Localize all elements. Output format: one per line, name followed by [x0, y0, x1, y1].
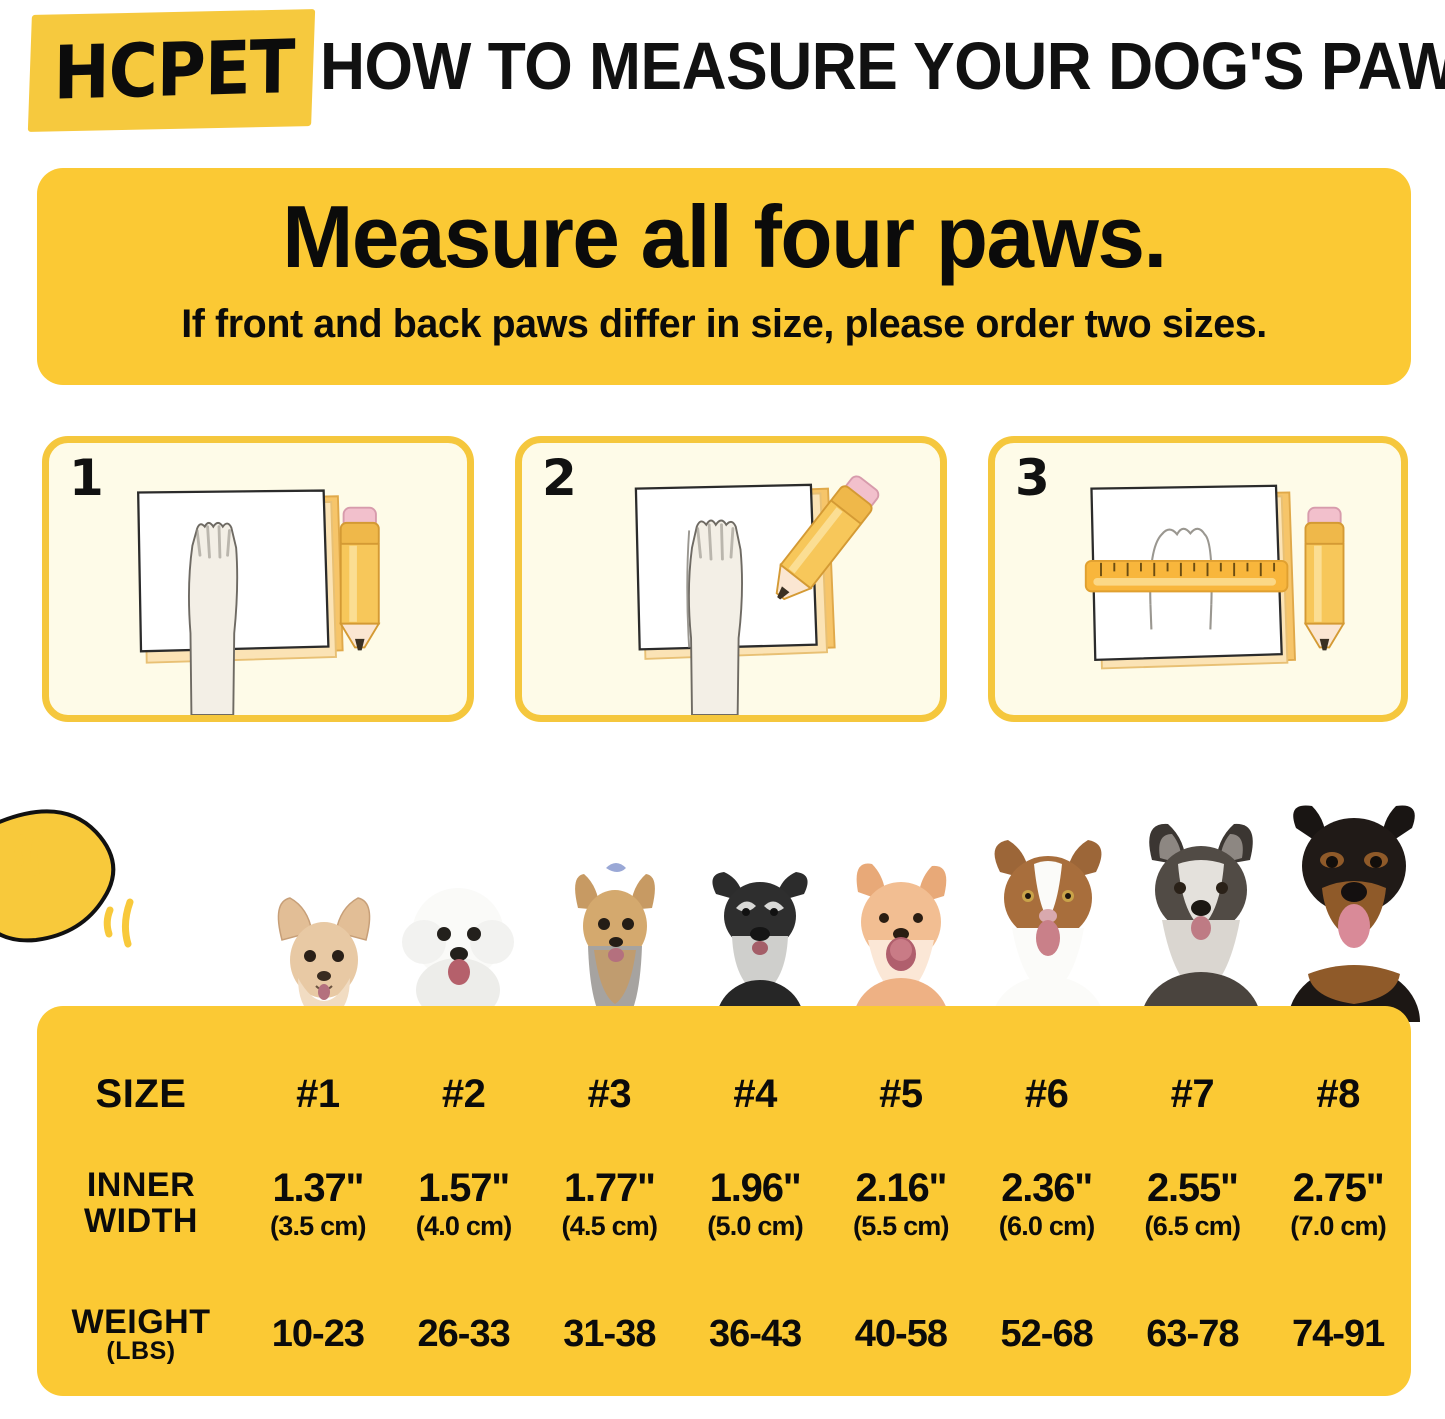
inner-width-cm: (6.0 cm) — [998, 1211, 1095, 1242]
page-header: HCPET HOW TO MEASURE YOUR DOG'S PAWS — [0, 0, 1445, 150]
inner-width-line1: INNER — [86, 1166, 196, 1205]
page-title: HOW TO MEASURE YOUR DOG'S PAWS — [320, 28, 1445, 104]
hero-subtitle: If front and back paws differ in size, p… — [181, 302, 1267, 346]
hero-title: Measure all four paws. — [282, 187, 1167, 286]
inner-width-inch: 2.36" — [1001, 1165, 1093, 1210]
inner-width-line2: WIDTH — [84, 1202, 198, 1240]
table-cell-size: #2 — [441, 1071, 486, 1116]
weight-cells: 10-23 26-33 31-38 36-43 40-58 52-68 63-7… — [245, 1313, 1411, 1356]
inner-width-cm: (5.0 cm) — [707, 1211, 803, 1242]
table-row-inner-width: INNER WIDTH 1.37" (3.5 cm) 1.57" (4.0 cm… — [37, 1154, 1411, 1254]
row-label-weight: WEIGHT (LBS) — [37, 1305, 245, 1364]
inner-width-inch: 2.55" — [1146, 1165, 1239, 1210]
inner-width-inch: 1.37" — [272, 1165, 364, 1210]
table-cell-size: #7 — [1170, 1071, 1215, 1116]
step-card-3: 3 — [988, 436, 1408, 722]
dog-rottweiler — [1288, 805, 1420, 1022]
inner-width-cm: (3.5 cm) — [270, 1211, 366, 1242]
table-cell-size: #1 — [296, 1071, 340, 1116]
weight-label-main: WEIGHT — [71, 1302, 211, 1341]
step-number-2: 2 — [542, 449, 577, 507]
table-cell-inner-width: 1.37" (3.5 cm) — [245, 1165, 391, 1242]
table-cell-inner-width: 1.96" (5.0 cm) — [682, 1165, 828, 1242]
table-row-weight: WEIGHT (LBS) 10-23 26-33 31-38 36-43 40-… — [37, 1296, 1411, 1372]
inner-width-cm: (4.0 cm) — [415, 1211, 512, 1242]
table-cell-weight: 31-38 — [563, 1312, 656, 1355]
row-label-size: SIZE — [95, 1071, 187, 1116]
table-cell-weight: 36-43 — [709, 1312, 802, 1355]
hero-banner: Measure all four paws. If front and back… — [37, 168, 1411, 385]
table-cell-weight: 74-91 — [1292, 1312, 1385, 1355]
inner-width-cells: 1.37" (3.5 cm) 1.57" (4.0 cm) 1.77" (4.5… — [245, 1165, 1411, 1242]
inner-width-cm: (4.5 cm) — [561, 1211, 658, 1242]
inner-width-inch: 1.57" — [418, 1165, 510, 1210]
step-card-1: 1 — [42, 436, 474, 722]
size-chart-table: SIZE #1 #2 #3 #4 #5 #6 #7 #8 INNER WIDTH… — [37, 1006, 1411, 1396]
dog-shiba-inu — [853, 863, 949, 1022]
table-cell-inner-width: 2.55" (6.5 cm) — [1120, 1165, 1266, 1242]
inner-width-cm: (6.5 cm) — [1144, 1211, 1241, 1242]
table-cell-size: #8 — [1316, 1071, 1360, 1116]
inner-width-inch: 1.96" — [709, 1165, 802, 1210]
brand-logo-text: HCPET — [53, 23, 295, 117]
dog-chihuahua — [277, 897, 371, 1022]
inner-width-cm: (5.5 cm) — [853, 1211, 949, 1242]
paw-on-paper-with-pencil-icon — [137, 489, 381, 715]
table-cell-weight: 26-33 — [417, 1312, 511, 1355]
inner-width-inch: 2.75" — [1292, 1165, 1385, 1210]
table-cell-size: #3 — [587, 1071, 632, 1116]
inner-width-inch: 2.16" — [855, 1165, 947, 1210]
dog-bichon-frise — [402, 888, 514, 1022]
weight-label-unit: (LBS) — [106, 1336, 176, 1365]
table-cell-weight: 52-68 — [1000, 1312, 1094, 1355]
dog-breeds-strip — [0, 760, 1445, 1022]
ruler-measuring-outline-icon — [1084, 484, 1346, 670]
table-cell-inner-width: 2.36" (6.0 cm) — [974, 1165, 1120, 1242]
table-cell-inner-width: 2.16" (5.5 cm) — [828, 1165, 974, 1242]
step-number-3: 3 — [1015, 449, 1050, 507]
table-cell-weight: 10-23 — [271, 1312, 365, 1355]
size-cells: #1 #2 #3 #4 #5 #6 #7 #8 — [245, 1072, 1411, 1117]
pencil-tracing-paw-icon — [634, 475, 880, 715]
table-cell-inner-width: 2.75" (7.0 cm) — [1265, 1165, 1411, 1242]
table-cell-inner-width: 1.57" (4.0 cm) — [391, 1165, 537, 1242]
dog-schnauzer — [712, 872, 808, 1022]
table-row-size: SIZE #1 #2 #3 #4 #5 #6 #7 #8 — [37, 1062, 1411, 1126]
table-cell-size: #5 — [879, 1071, 923, 1116]
table-cell-inner-width: 1.77" (4.5 cm) — [537, 1165, 683, 1242]
table-cell-weight: 40-58 — [854, 1312, 948, 1355]
step-card-2: 2 — [515, 436, 947, 722]
table-cell-size: #6 — [1024, 1071, 1069, 1116]
dog-border-collie — [992, 840, 1104, 1022]
table-cell-size: #4 — [733, 1071, 777, 1116]
row-label-inner-width: INNER WIDTH — [37, 1168, 245, 1239]
inner-width-cm: (7.0 cm) — [1290, 1211, 1386, 1242]
decorative-blob-icon — [0, 809, 134, 948]
table-cell-weight: 63-78 — [1146, 1312, 1239, 1355]
step-number-1: 1 — [69, 449, 104, 507]
dog-alaskan-malamute — [1141, 823, 1261, 1022]
inner-width-inch: 1.77" — [563, 1165, 656, 1210]
dog-yorkshire-terrier — [575, 863, 655, 1022]
